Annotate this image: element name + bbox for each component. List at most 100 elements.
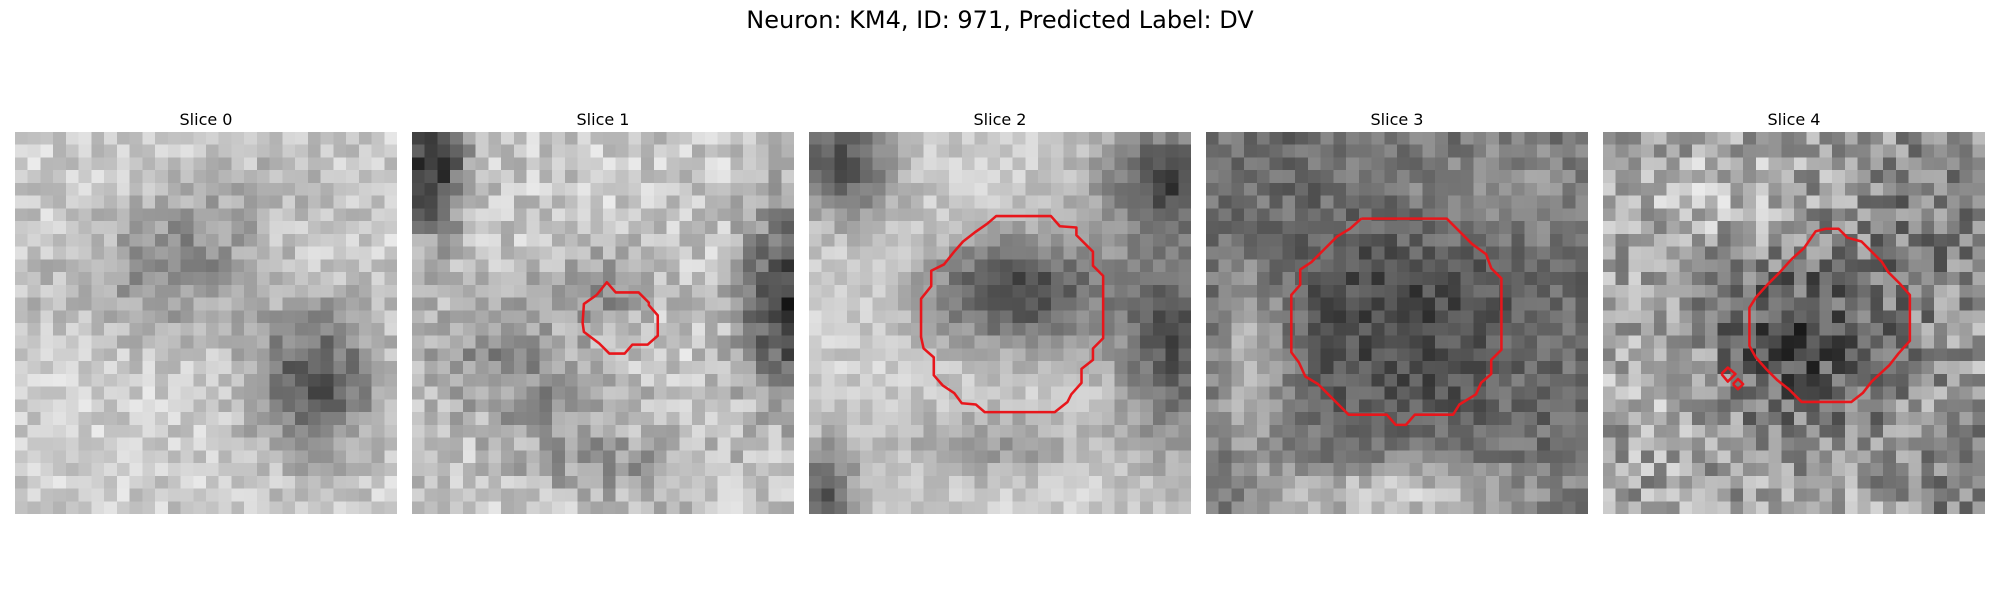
pixel: [53, 450, 67, 464]
pixel: [78, 310, 92, 324]
pixel: [730, 310, 744, 324]
pixel: [834, 361, 848, 375]
pixel: [1038, 195, 1052, 209]
pixel: [475, 221, 489, 235]
pixel: [923, 182, 937, 196]
pixel: [384, 310, 397, 324]
pixel: [1025, 233, 1039, 247]
pixel: [412, 348, 425, 362]
pixel: [653, 373, 667, 387]
pixel: [666, 272, 680, 286]
pixel: [949, 221, 963, 235]
pixel: [1615, 335, 1629, 349]
pixel: [193, 361, 207, 375]
pixel: [1206, 348, 1219, 362]
pixel: [1460, 259, 1474, 273]
pixel: [180, 437, 194, 451]
pixel: [1603, 424, 1616, 438]
pixel: [256, 195, 270, 209]
pixel: [1934, 424, 1948, 438]
pixel: [1358, 132, 1372, 145]
pixel: [847, 437, 861, 451]
pixel: [847, 221, 861, 235]
pixel: [910, 399, 924, 413]
pixel: [142, 373, 156, 387]
pixel: [1549, 463, 1563, 477]
pixel: [1857, 437, 1871, 451]
pixel: [898, 182, 912, 196]
pixel: [809, 412, 822, 426]
pixel: [1537, 132, 1551, 145]
pixel: [1575, 132, 1588, 145]
pixel: [755, 221, 769, 235]
pixel: [1127, 501, 1141, 514]
pixel: [1063, 488, 1077, 502]
pixel: [1038, 221, 1052, 235]
pixel: [462, 475, 476, 489]
pixel: [1038, 259, 1052, 273]
pixel: [949, 297, 963, 311]
pixel: [666, 373, 680, 387]
pixel: [1076, 412, 1090, 426]
pixel: [1371, 144, 1385, 158]
pixel: [333, 221, 347, 235]
pixel: [462, 450, 476, 464]
pixel: [1460, 463, 1474, 477]
pixel: [1333, 475, 1347, 489]
pixel: [1127, 399, 1141, 413]
pixel: [167, 335, 181, 349]
pixel: [834, 233, 848, 247]
pixel: [269, 144, 283, 158]
pixel: [1206, 463, 1219, 477]
pixel: [1486, 182, 1500, 196]
pixel: [1025, 221, 1039, 235]
pixel: [872, 182, 886, 196]
pixel: [1152, 144, 1166, 158]
pixel: [155, 399, 169, 413]
pixel: [1140, 195, 1154, 209]
pixel: [1295, 272, 1309, 286]
pixel: [269, 399, 283, 413]
pixel: [1946, 361, 1960, 375]
pixel: [821, 259, 835, 273]
pixel: [730, 335, 744, 349]
pixel: [936, 386, 950, 400]
pixel: [743, 373, 757, 387]
pixel: [1038, 323, 1052, 336]
pixel: [974, 348, 988, 362]
pixel: [1934, 208, 1948, 222]
pixel: [898, 412, 912, 426]
pixel: [155, 335, 169, 349]
pixel: [1972, 412, 1985, 426]
pixel: [244, 272, 258, 286]
pixel: [1895, 284, 1909, 298]
pixel: [333, 475, 347, 489]
pixel: [180, 132, 194, 145]
pixel: [244, 221, 258, 235]
pixel: [384, 399, 397, 413]
pixel: [1256, 450, 1270, 464]
contour-outline: [1290, 217, 1503, 427]
pixel: [1101, 399, 1115, 413]
pixel: [1603, 373, 1616, 387]
pixel: [193, 259, 207, 273]
pixel: [1165, 272, 1179, 286]
pixel: [501, 323, 515, 336]
pixel: [1857, 475, 1871, 489]
pixel: [27, 475, 41, 489]
pixel: [1050, 501, 1064, 514]
pixel: [269, 132, 283, 145]
pixel: [1549, 424, 1563, 438]
pixel: [564, 310, 578, 324]
pixel: [961, 399, 975, 413]
pixel: [218, 399, 232, 413]
pixel: [1921, 424, 1935, 438]
pixel: [1537, 170, 1551, 184]
pixel: [1806, 310, 1820, 324]
pixel: [244, 412, 258, 426]
pixel: [282, 399, 296, 413]
pixel: [167, 412, 181, 426]
pixel: [231, 386, 245, 400]
pixel: [641, 412, 655, 426]
pixel: [1282, 412, 1296, 426]
